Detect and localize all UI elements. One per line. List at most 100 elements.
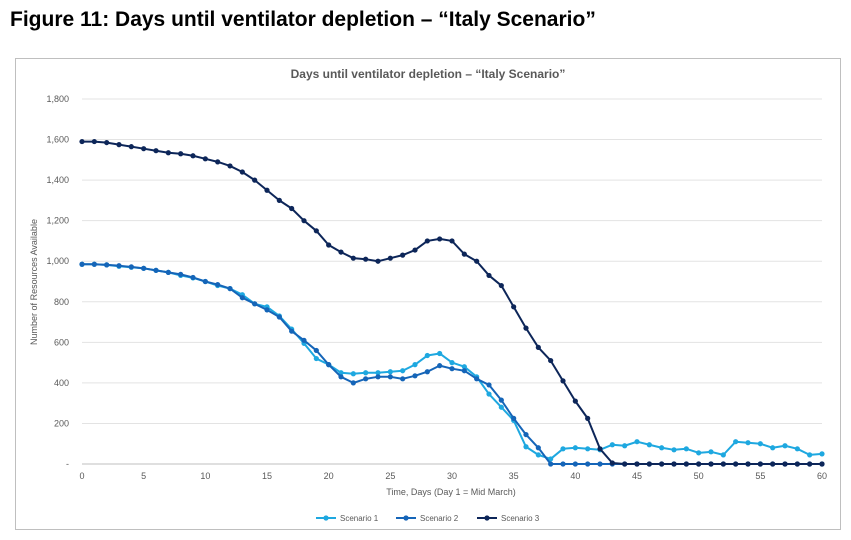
data-point — [400, 368, 406, 374]
y-tick-label: 1,800 — [46, 94, 69, 104]
data-point — [190, 153, 196, 159]
data-point — [585, 446, 591, 452]
data-point — [153, 267, 159, 273]
data-point — [400, 376, 406, 382]
data-point — [338, 370, 344, 376]
data-point — [622, 443, 628, 449]
data-point — [498, 397, 504, 403]
data-point — [289, 328, 295, 334]
data-point — [437, 350, 443, 357]
y-tick-label: 1,600 — [46, 135, 69, 145]
data-point — [400, 252, 406, 258]
data-point — [338, 249, 344, 255]
data-point — [560, 461, 566, 467]
legend-swatch-marker — [403, 515, 409, 521]
x-tick-label: 25 — [385, 471, 395, 481]
data-point — [671, 447, 677, 453]
data-point — [486, 391, 492, 397]
data-point — [437, 236, 443, 242]
data-point — [770, 445, 776, 451]
data-point — [572, 445, 578, 451]
data-point — [560, 446, 566, 452]
data-point — [720, 461, 726, 467]
x-tick-label: 35 — [509, 471, 519, 481]
legend-label: Scenario 2 — [420, 514, 459, 523]
legend-item: Scenario 2 — [396, 514, 459, 523]
data-point — [252, 301, 258, 307]
data-point — [511, 304, 517, 310]
data-point — [819, 451, 825, 457]
data-point — [313, 355, 319, 362]
data-point — [548, 357, 554, 364]
chart-title: Days until ventilator depletion – “Italy… — [291, 67, 566, 81]
x-tick-label: 55 — [755, 471, 765, 481]
data-point — [338, 374, 344, 380]
data-point — [560, 378, 566, 384]
y-axis-ticks: - 200 400 600 800 1,000 1,200 1,400 1,600 1,800 — [46, 94, 69, 469]
data-point — [128, 144, 134, 150]
data-point — [326, 242, 332, 248]
data-point — [585, 415, 591, 421]
data-point — [141, 265, 147, 271]
data-point — [313, 347, 319, 354]
data-point — [548, 456, 554, 462]
data-point — [239, 295, 245, 301]
data-point — [387, 374, 393, 380]
data-point — [535, 344, 541, 351]
data-point — [350, 380, 356, 386]
data-point — [375, 374, 381, 380]
legend-swatch-marker — [484, 515, 490, 521]
data-point — [153, 148, 159, 154]
gridlines — [82, 98, 822, 465]
data-point — [548, 461, 554, 467]
data-point — [91, 138, 97, 145]
series-3 — [79, 138, 825, 467]
data-point — [461, 251, 467, 257]
data-point — [276, 314, 282, 320]
data-point — [622, 461, 628, 467]
data-point — [424, 369, 430, 375]
data-point — [239, 169, 245, 175]
data-point — [227, 285, 233, 292]
data-point — [449, 366, 455, 372]
data-point — [486, 272, 492, 279]
y-tick-label: 400 — [54, 378, 69, 388]
data-point — [375, 258, 381, 264]
data-point — [215, 159, 221, 165]
data-point — [807, 461, 813, 467]
data-point — [301, 337, 307, 343]
data-point — [375, 370, 381, 376]
data-point — [424, 238, 430, 244]
data-point — [79, 138, 85, 145]
data-point — [104, 262, 110, 268]
data-point — [733, 439, 739, 445]
data-point — [363, 370, 369, 376]
data-point — [449, 360, 455, 366]
data-point — [683, 446, 689, 452]
data-point — [474, 258, 480, 264]
x-axis-label: Time, Days (Day 1 = Mid March) — [386, 487, 515, 497]
data-point — [313, 228, 319, 234]
data-point — [634, 461, 640, 467]
data-point — [659, 445, 665, 451]
data-point — [671, 461, 677, 467]
data-point — [437, 363, 443, 369]
data-point — [609, 460, 615, 466]
legend-item: Scenario 1 — [316, 514, 379, 523]
data-point — [523, 431, 529, 438]
data-point — [449, 238, 455, 244]
data-point — [696, 450, 702, 456]
data-point — [794, 461, 800, 467]
data-point — [585, 461, 591, 467]
series-line — [82, 140, 822, 465]
x-tick-label: 5 — [141, 471, 146, 481]
x-tick-label: 15 — [262, 471, 272, 481]
data-point — [128, 264, 134, 270]
data-point — [387, 255, 393, 261]
legend-label: Scenario 1 — [340, 514, 379, 523]
data-point — [659, 461, 665, 467]
data-point — [289, 205, 295, 212]
data-point — [757, 441, 763, 447]
data-point — [782, 461, 788, 467]
